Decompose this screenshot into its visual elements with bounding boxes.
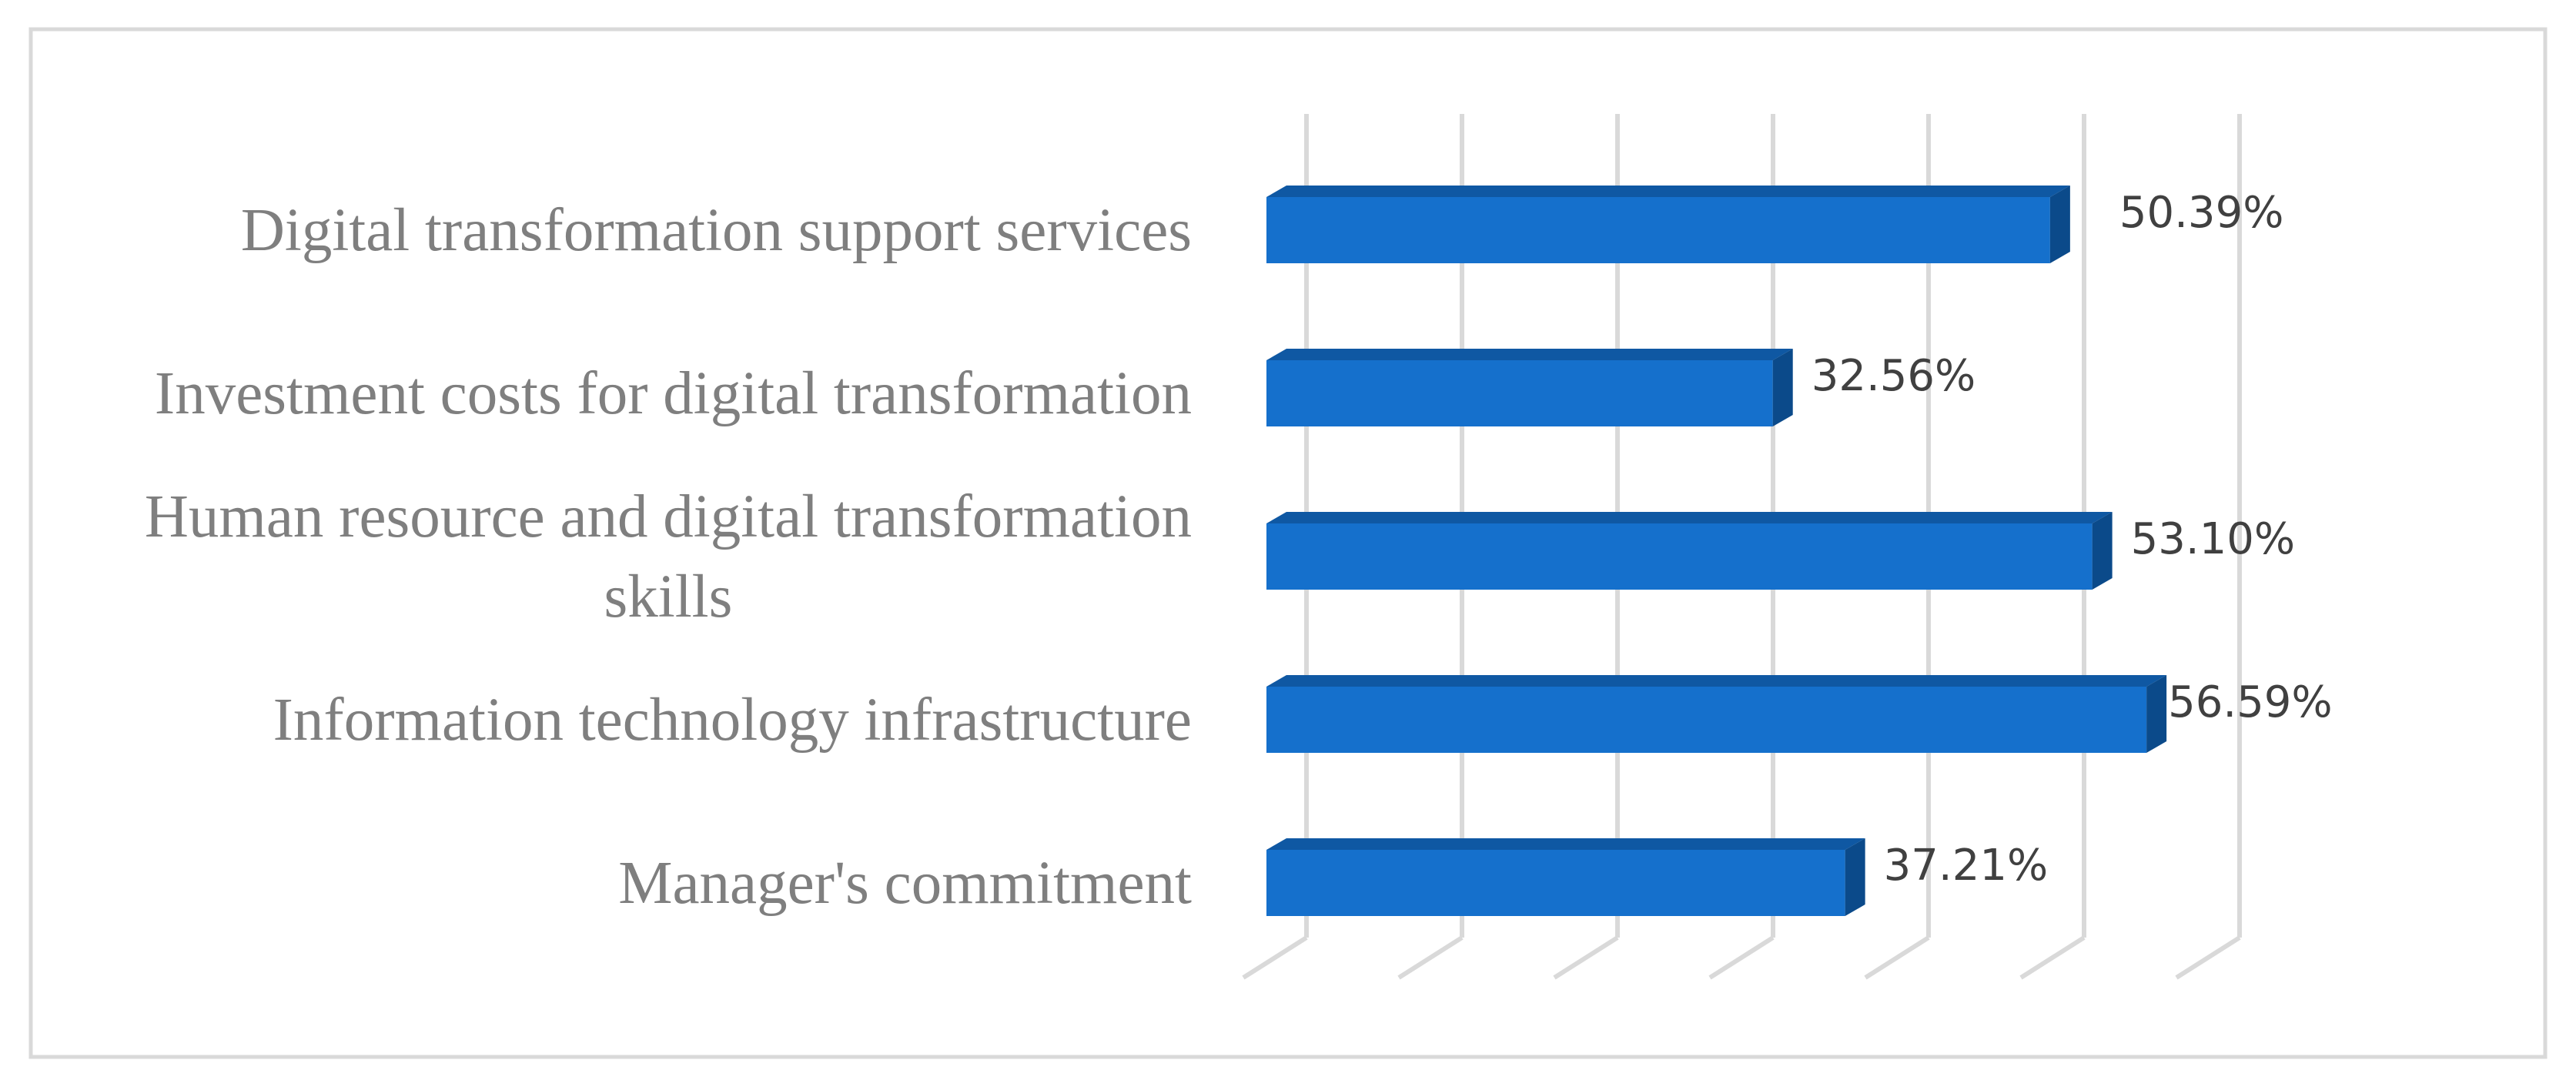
category-label: Manager's commitment <box>618 850 1192 917</box>
category-label: Digital transformation support services <box>241 197 1192 264</box>
bar-side-face <box>2049 186 2070 263</box>
bar <box>1266 512 2113 590</box>
bar <box>1266 675 2167 753</box>
category-label: skills <box>604 563 733 630</box>
bar <box>1266 349 1793 426</box>
data-label: 56.59% <box>2168 677 2333 727</box>
bar-front-face <box>1266 687 2147 753</box>
bar-front-face <box>1266 523 2093 590</box>
bars <box>1266 186 2167 916</box>
bar <box>1266 838 1865 916</box>
category-label: Investment costs for digital transformat… <box>155 360 1192 427</box>
gridline-floor <box>1553 935 1619 980</box>
category-axis-labels: Digital transformation support services I… <box>145 197 1192 917</box>
bar-front-face <box>1266 197 2050 263</box>
bar-top-face <box>1266 349 1793 360</box>
gridline-floor <box>2019 935 2086 980</box>
gridline-floor <box>2175 935 2241 980</box>
bar-side-face <box>1845 838 1865 916</box>
bar-side-face <box>1772 349 1793 426</box>
gridline-floor <box>1242 935 1308 980</box>
data-labels: 50.39% 32.56% 53.10% 56.59% 37.21% <box>1812 188 2333 891</box>
data-label: 32.56% <box>1812 351 1976 401</box>
bar-front-face <box>1266 360 1773 426</box>
gridline-floor <box>1708 935 1775 980</box>
data-label: 50.39% <box>2119 188 2284 238</box>
bar-side-face <box>2146 675 2167 753</box>
bar-top-face <box>1266 512 2113 523</box>
category-label: Information technology infrastructure <box>273 687 1192 754</box>
bar-top-face <box>1266 838 1865 850</box>
category-label: Human resource and digital transformatio… <box>145 483 1192 550</box>
bar-top-face <box>1266 675 2167 687</box>
bar-side-face <box>2092 512 2113 590</box>
bar-top-face <box>1266 186 2070 197</box>
data-label: 37.21% <box>1884 841 2049 891</box>
gridline-floor <box>1397 935 1464 980</box>
gridline-floor <box>1864 935 1930 980</box>
bar-front-face <box>1266 850 1845 916</box>
data-label: 53.10% <box>2131 514 2296 564</box>
bar <box>1266 186 2070 263</box>
